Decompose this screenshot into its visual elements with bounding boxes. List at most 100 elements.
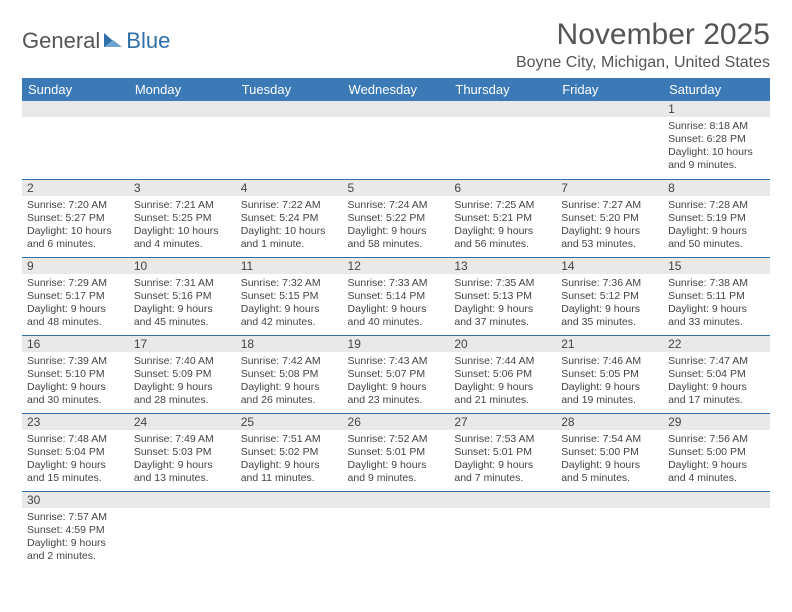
- daylight-text: Daylight: 9 hours and 4 minutes.: [668, 459, 765, 485]
- day-number: 19: [343, 336, 450, 352]
- weekday-header-row: Sunday Monday Tuesday Wednesday Thursday…: [22, 78, 770, 101]
- sunset-text: Sunset: 5:22 PM: [348, 212, 445, 225]
- day-details: Sunrise: 7:39 AMSunset: 5:10 PMDaylight:…: [22, 352, 129, 412]
- calendar-day-cell: [449, 491, 556, 569]
- sunset-text: Sunset: 5:16 PM: [134, 290, 231, 303]
- daylight-text: Daylight: 9 hours and 11 minutes.: [241, 459, 338, 485]
- daylight-text: Daylight: 9 hours and 35 minutes.: [561, 303, 658, 329]
- day-details: Sunrise: 7:40 AMSunset: 5:09 PMDaylight:…: [129, 352, 236, 412]
- daylight-text: Daylight: 9 hours and 30 minutes.: [27, 381, 124, 407]
- sunrise-text: Sunrise: 7:53 AM: [454, 433, 551, 446]
- sunrise-text: Sunrise: 7:33 AM: [348, 277, 445, 290]
- sunset-text: Sunset: 5:24 PM: [241, 212, 338, 225]
- weekday-header: Sunday: [22, 78, 129, 101]
- calendar-day-cell: 1Sunrise: 8:18 AMSunset: 6:28 PMDaylight…: [663, 101, 770, 179]
- sunset-text: Sunset: 5:00 PM: [561, 446, 658, 459]
- calendar-day-cell: 23Sunrise: 7:48 AMSunset: 5:04 PMDayligh…: [22, 413, 129, 491]
- day-details: Sunrise: 7:35 AMSunset: 5:13 PMDaylight:…: [449, 274, 556, 334]
- day-details: Sunrise: 7:54 AMSunset: 5:00 PMDaylight:…: [556, 430, 663, 490]
- sunrise-text: Sunrise: 7:22 AM: [241, 199, 338, 212]
- calendar-day-cell: 14Sunrise: 7:36 AMSunset: 5:12 PMDayligh…: [556, 257, 663, 335]
- sunrise-text: Sunrise: 7:35 AM: [454, 277, 551, 290]
- day-number: 4: [236, 180, 343, 196]
- day-details: Sunrise: 7:38 AMSunset: 5:11 PMDaylight:…: [663, 274, 770, 334]
- weekday-header: Wednesday: [343, 78, 450, 101]
- calendar-day-cell: 27Sunrise: 7:53 AMSunset: 5:01 PMDayligh…: [449, 413, 556, 491]
- sunset-text: Sunset: 5:11 PM: [668, 290, 765, 303]
- calendar-day-cell: 7Sunrise: 7:27 AMSunset: 5:20 PMDaylight…: [556, 179, 663, 257]
- day-number: [22, 101, 129, 117]
- day-number: 5: [343, 180, 450, 196]
- sunrise-text: Sunrise: 7:44 AM: [454, 355, 551, 368]
- calendar-day-cell: [129, 491, 236, 569]
- calendar-day-cell: 17Sunrise: 7:40 AMSunset: 5:09 PMDayligh…: [129, 335, 236, 413]
- sunrise-text: Sunrise: 7:38 AM: [668, 277, 765, 290]
- calendar-day-cell: [449, 101, 556, 179]
- daylight-text: Daylight: 9 hours and 5 minutes.: [561, 459, 658, 485]
- day-details: Sunrise: 7:53 AMSunset: 5:01 PMDaylight:…: [449, 430, 556, 490]
- day-number: 11: [236, 258, 343, 274]
- sunset-text: Sunset: 5:13 PM: [454, 290, 551, 303]
- weekday-header: Thursday: [449, 78, 556, 101]
- sunset-text: Sunset: 5:04 PM: [668, 368, 765, 381]
- sunrise-text: Sunrise: 7:25 AM: [454, 199, 551, 212]
- day-number: [663, 492, 770, 508]
- daylight-text: Daylight: 9 hours and 37 minutes.: [454, 303, 551, 329]
- sunrise-text: Sunrise: 7:42 AM: [241, 355, 338, 368]
- day-details: Sunrise: 7:49 AMSunset: 5:03 PMDaylight:…: [129, 430, 236, 490]
- day-number: 10: [129, 258, 236, 274]
- logo-word-2: Blue: [126, 28, 170, 54]
- sunrise-text: Sunrise: 7:36 AM: [561, 277, 658, 290]
- sunset-text: Sunset: 5:00 PM: [668, 446, 765, 459]
- day-details: Sunrise: 7:43 AMSunset: 5:07 PMDaylight:…: [343, 352, 450, 412]
- day-number: 16: [22, 336, 129, 352]
- day-number: 24: [129, 414, 236, 430]
- sunrise-text: Sunrise: 7:47 AM: [668, 355, 765, 368]
- calendar-day-cell: 15Sunrise: 7:38 AMSunset: 5:11 PMDayligh…: [663, 257, 770, 335]
- day-number: [449, 492, 556, 508]
- sunset-text: Sunset: 5:19 PM: [668, 212, 765, 225]
- calendar-day-cell: 21Sunrise: 7:46 AMSunset: 5:05 PMDayligh…: [556, 335, 663, 413]
- day-number: 25: [236, 414, 343, 430]
- calendar-day-cell: [663, 491, 770, 569]
- calendar-week-row: 9Sunrise: 7:29 AMSunset: 5:17 PMDaylight…: [22, 257, 770, 335]
- day-number: 13: [449, 258, 556, 274]
- day-number: 9: [22, 258, 129, 274]
- day-details: Sunrise: 7:42 AMSunset: 5:08 PMDaylight:…: [236, 352, 343, 412]
- daylight-text: Daylight: 9 hours and 15 minutes.: [27, 459, 124, 485]
- weekday-header: Friday: [556, 78, 663, 101]
- sunset-text: Sunset: 5:25 PM: [134, 212, 231, 225]
- daylight-text: Daylight: 9 hours and 13 minutes.: [134, 459, 231, 485]
- sunset-text: Sunset: 5:15 PM: [241, 290, 338, 303]
- daylight-text: Daylight: 9 hours and 58 minutes.: [348, 225, 445, 251]
- calendar-day-cell: 8Sunrise: 7:28 AMSunset: 5:19 PMDaylight…: [663, 179, 770, 257]
- sunrise-text: Sunrise: 7:21 AM: [134, 199, 231, 212]
- calendar-day-cell: [556, 491, 663, 569]
- day-number: 26: [343, 414, 450, 430]
- sunrise-text: Sunrise: 7:24 AM: [348, 199, 445, 212]
- day-details: Sunrise: 7:52 AMSunset: 5:01 PMDaylight:…: [343, 430, 450, 490]
- daylight-text: Daylight: 10 hours and 4 minutes.: [134, 225, 231, 251]
- daylight-text: Daylight: 9 hours and 7 minutes.: [454, 459, 551, 485]
- day-details: Sunrise: 7:29 AMSunset: 5:17 PMDaylight:…: [22, 274, 129, 334]
- calendar-day-cell: [22, 101, 129, 179]
- calendar-day-cell: [236, 101, 343, 179]
- sunset-text: Sunset: 5:02 PM: [241, 446, 338, 459]
- day-number: [343, 492, 450, 508]
- day-number: 30: [22, 492, 129, 508]
- daylight-text: Daylight: 9 hours and 40 minutes.: [348, 303, 445, 329]
- sunrise-text: Sunrise: 7:39 AM: [27, 355, 124, 368]
- sunset-text: Sunset: 5:07 PM: [348, 368, 445, 381]
- sunset-text: Sunset: 5:09 PM: [134, 368, 231, 381]
- sail-icon: [102, 31, 124, 49]
- day-details: Sunrise: 7:24 AMSunset: 5:22 PMDaylight:…: [343, 196, 450, 256]
- sunrise-text: Sunrise: 7:43 AM: [348, 355, 445, 368]
- calendar-day-cell: 28Sunrise: 7:54 AMSunset: 5:00 PMDayligh…: [556, 413, 663, 491]
- sunset-text: Sunset: 4:59 PM: [27, 524, 124, 537]
- day-number: 14: [556, 258, 663, 274]
- calendar-day-cell: 9Sunrise: 7:29 AMSunset: 5:17 PMDaylight…: [22, 257, 129, 335]
- sunset-text: Sunset: 5:03 PM: [134, 446, 231, 459]
- location: Boyne City, Michigan, United States: [516, 54, 770, 72]
- day-details: Sunrise: 8:18 AMSunset: 6:28 PMDaylight:…: [663, 117, 770, 177]
- day-number: 29: [663, 414, 770, 430]
